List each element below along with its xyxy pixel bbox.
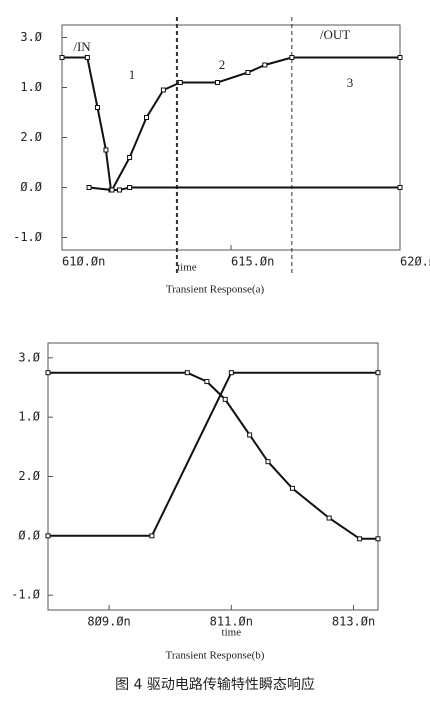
point-marker <box>84 55 90 60</box>
point-marker <box>357 536 363 542</box>
x-tick-label: 62Ø.Øn <box>400 255 430 269</box>
point-marker <box>375 370 381 376</box>
x-tick-label: 61Ø.Øn <box>62 255 105 269</box>
point-marker <box>265 459 271 465</box>
point-marker <box>103 147 109 153</box>
point-marker <box>326 515 332 521</box>
y-tick-label: 1.Ø <box>18 410 40 424</box>
plot-frame <box>61 24 401 251</box>
plot-frame <box>47 342 379 611</box>
x-axis-label: time <box>177 262 197 274</box>
point-marker <box>116 187 122 193</box>
point-marker <box>184 370 190 376</box>
x-tick-label: 615.Øn <box>231 255 274 269</box>
point-marker <box>228 370 234 376</box>
chart-title: Transient Response(a) <box>166 284 265 296</box>
annotation: 1 <box>129 67 136 82</box>
y-tick-label: 3.Ø <box>18 350 40 364</box>
figure-caption: 图 4 驱动电路传输特性瞬态响应 <box>115 676 315 693</box>
x-tick-label: 811.Øn <box>210 615 253 629</box>
point-marker <box>245 70 251 75</box>
point-marker <box>397 55 403 60</box>
point-marker <box>144 115 149 120</box>
annotation: 3 <box>347 75 354 90</box>
point-marker <box>127 185 133 190</box>
annotation: 2 <box>219 57 226 72</box>
point-marker <box>59 55 65 60</box>
chart-title: Transient Response(b) <box>166 650 265 662</box>
point-marker <box>177 80 183 85</box>
y-tick-label: 2.Ø <box>18 469 40 483</box>
point-marker <box>262 62 268 68</box>
point-marker <box>289 55 295 60</box>
x-axis-label: time <box>222 627 242 639</box>
y-tick-label: -1.Ø <box>11 588 41 602</box>
y-tick-label: 3.Ø <box>20 30 42 44</box>
point-marker <box>45 533 51 539</box>
point-marker <box>127 155 133 160</box>
y-tick-label: Ø.Ø <box>18 528 40 542</box>
series-line <box>88 56 400 192</box>
point-marker <box>109 187 115 193</box>
y-tick-label: -1.Ø <box>13 230 43 244</box>
series-line <box>48 371 378 537</box>
point-marker <box>94 105 100 110</box>
annotation: /IN <box>73 39 91 54</box>
point-marker <box>289 485 295 491</box>
point-marker <box>204 379 210 385</box>
point-marker <box>222 396 228 402</box>
x-tick-label: 813.Øn <box>332 615 375 629</box>
y-tick-label: Ø.Ø <box>20 180 42 194</box>
annotation: /OUT <box>320 27 350 42</box>
x-tick-label: 8Ø9.Øn <box>87 615 130 629</box>
point-marker <box>247 432 253 438</box>
y-tick-label: 1.Ø <box>20 80 42 94</box>
point-marker <box>45 370 51 376</box>
point-marker <box>86 185 92 190</box>
point-marker <box>375 536 381 542</box>
point-marker <box>149 533 155 539</box>
point-marker <box>397 185 403 190</box>
series-line <box>48 371 378 540</box>
y-tick-label: 2.Ø <box>20 130 42 144</box>
point-marker <box>160 87 166 93</box>
point-marker <box>214 80 220 85</box>
